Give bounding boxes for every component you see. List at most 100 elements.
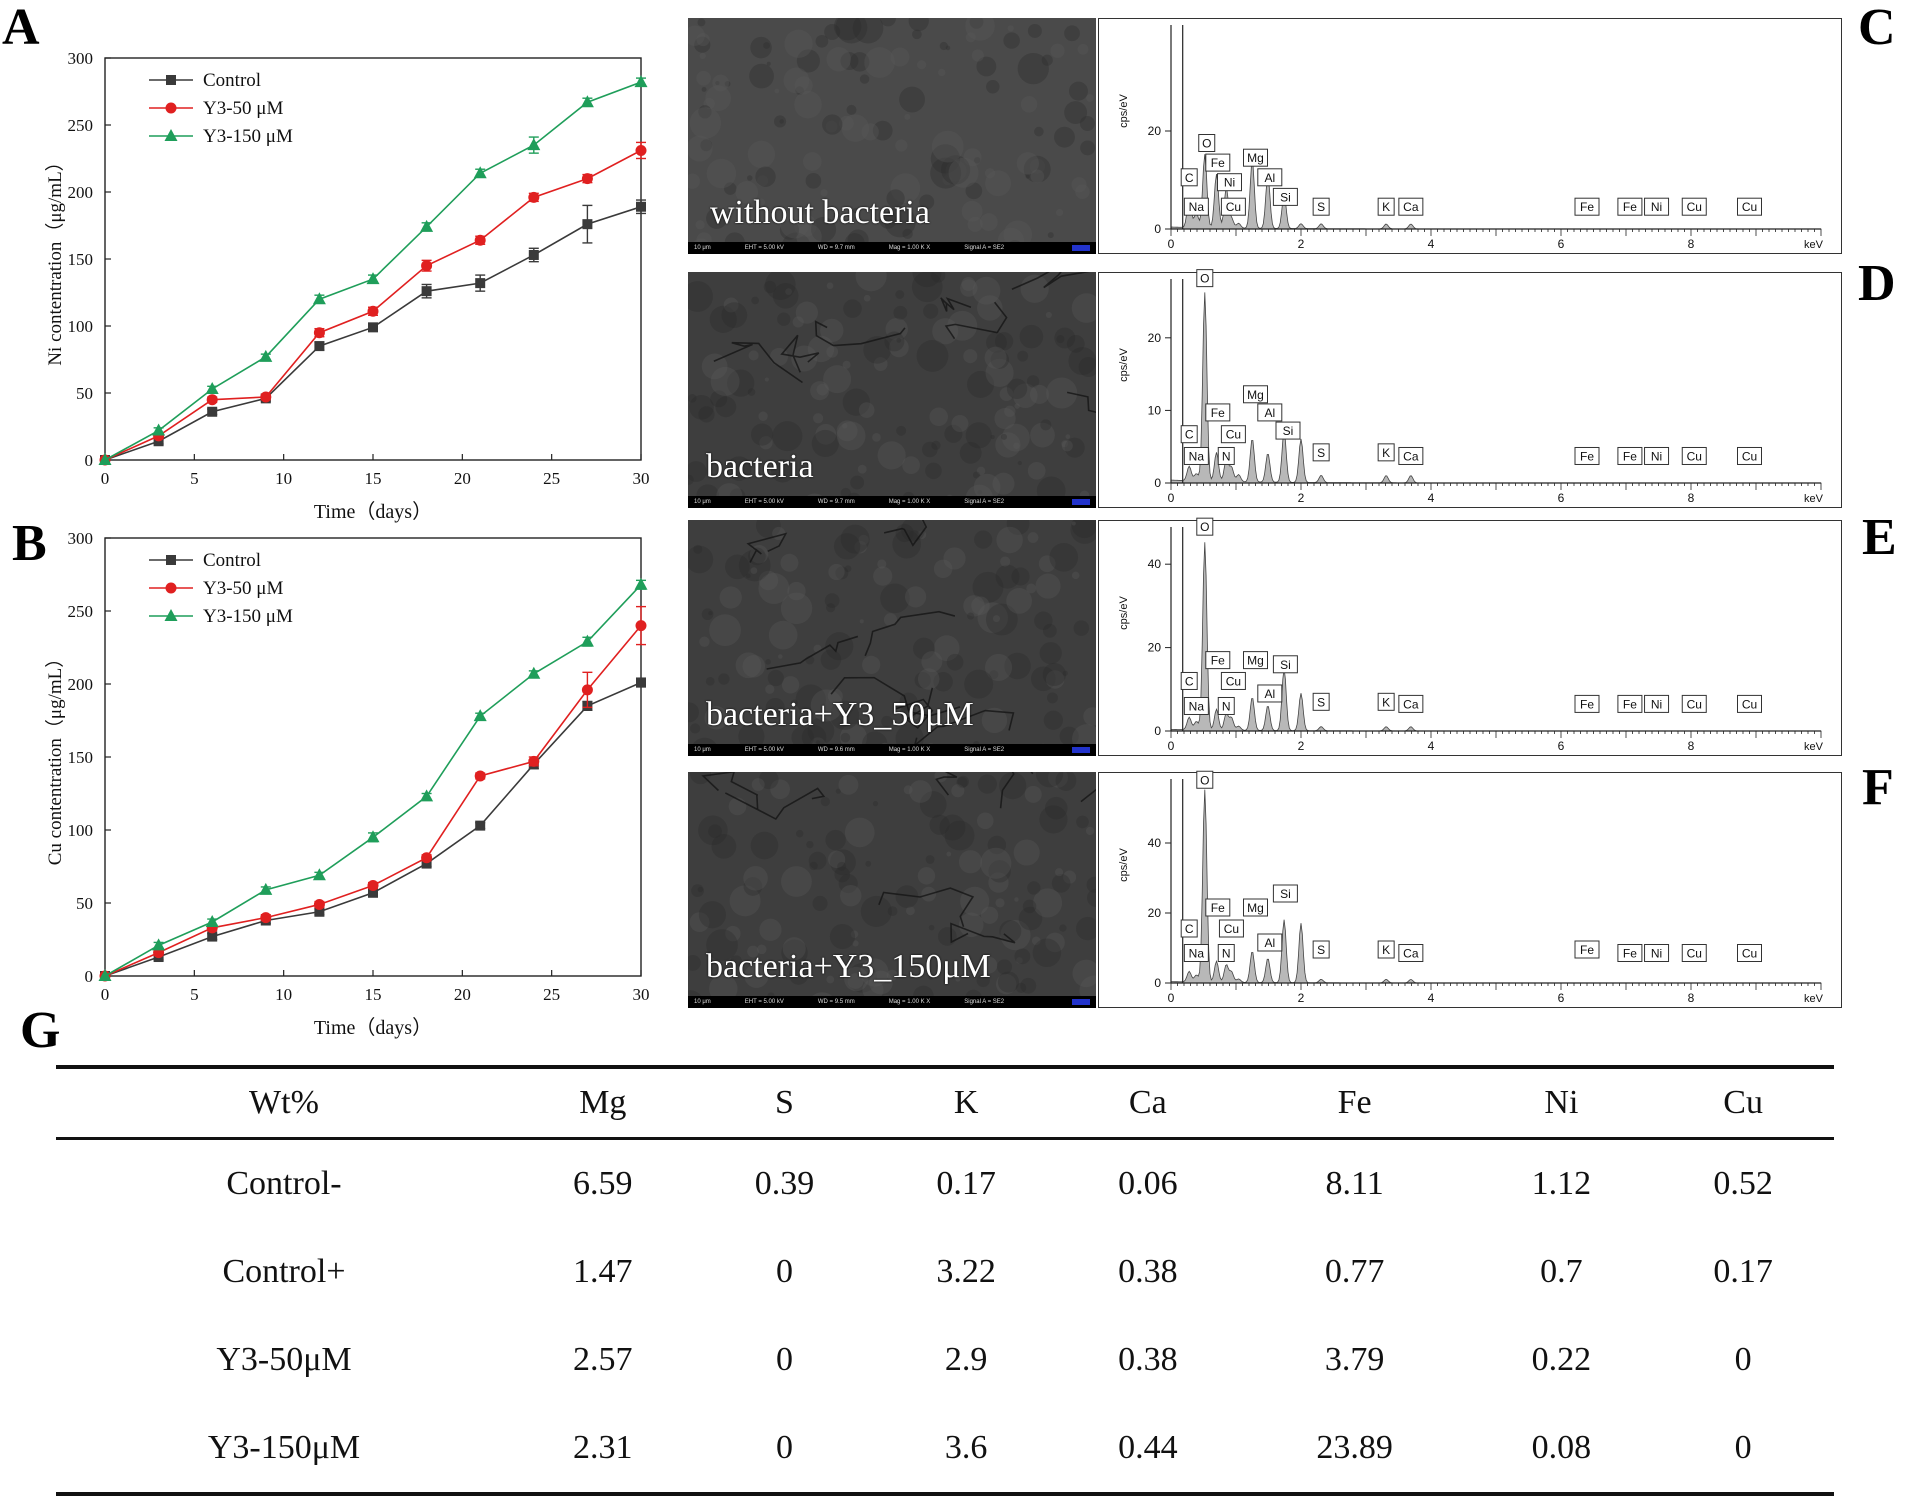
sem-grain [782, 937, 806, 961]
sem-grain [951, 784, 965, 798]
sem-grain [1011, 567, 1030, 586]
sem-grain [838, 873, 858, 894]
value-cell: 6.59 [573, 1165, 633, 1202]
sem-grain [908, 18, 929, 32]
sem-grain [795, 829, 804, 838]
sem-grain [1000, 919, 1031, 951]
sem-crack [713, 341, 803, 384]
x-tick-label: 2 [1298, 991, 1305, 1005]
y-tick-label: 100 [68, 821, 94, 840]
sem-grain [1065, 434, 1071, 439]
sem-grain [995, 564, 1020, 589]
x-unit-label: keV [1804, 993, 1824, 1005]
sem-grain [787, 581, 806, 601]
element-label-box [1312, 197, 1330, 216]
element-label-box [1180, 919, 1198, 938]
sem-grain [917, 668, 940, 690]
sem-grain [958, 912, 984, 938]
data-point [580, 634, 594, 647]
value-cell: 0.38 [1118, 1253, 1178, 1290]
legend-marker [165, 102, 177, 114]
sem-grain [824, 593, 840, 608]
sem-grain [886, 189, 905, 208]
sem-grain [836, 421, 866, 451]
sem-grain [977, 295, 1003, 321]
sem-grain [827, 850, 846, 868]
sem-info-scale: 10 μm [694, 747, 711, 753]
sem-grain [823, 365, 852, 394]
sem-grain [1006, 520, 1030, 535]
eds-spectrum: 0 2 4 6 8 keV 0 10 20 cps/eV O C Na Fe Cu N Mg Al Si S K Ca Fe… [1098, 269, 1842, 508]
sem-grain [963, 595, 985, 617]
sem-grain [1046, 377, 1078, 409]
sem-grain [729, 885, 761, 917]
sem-grain [981, 707, 1008, 734]
x-tick-label: 8 [1688, 991, 1695, 1005]
sem-grain [715, 396, 737, 418]
element-label-box [1272, 884, 1298, 903]
sem-info-mag: Mag = 1.00 K X [888, 999, 931, 1005]
y-tick-label: 40 [1148, 836, 1162, 850]
sem-grain [1086, 94, 1094, 102]
data-point [475, 820, 486, 831]
data-point [527, 666, 541, 679]
value-cell: 0.39 [754, 1165, 815, 1202]
element-label: Cu [1226, 428, 1241, 442]
sem-grain [721, 302, 748, 328]
value-cell: 1.12 [1531, 1165, 1592, 1202]
sem-grain [1061, 440, 1073, 452]
value-cell: 23.89 [1238, 1404, 1471, 1496]
element-label: Fe [1211, 654, 1225, 668]
sem-grain [840, 884, 862, 907]
sem-grain [939, 41, 948, 51]
data-point [98, 453, 112, 465]
sem-grain [1031, 936, 1041, 946]
data-point [205, 914, 219, 927]
sem-grain [765, 272, 796, 300]
sem-grain [992, 472, 1015, 495]
sem-info-wd: WD = 9.5 mm [817, 999, 855, 1005]
sem-grain [945, 160, 967, 182]
element-label-box [1205, 153, 1231, 172]
data-point [368, 887, 378, 898]
sem-grain [706, 207, 728, 229]
sem-grain [747, 175, 753, 181]
sem-grain [810, 381, 830, 401]
sem-grain [1051, 874, 1071, 893]
value-cell: 0 [693, 1404, 876, 1496]
sem-grain [805, 173, 822, 189]
sem-grain [791, 726, 814, 749]
sem-grain [884, 206, 916, 238]
element-label-box [1196, 517, 1214, 536]
data-point [207, 406, 218, 417]
legend-label: Y3-50 μM [203, 98, 283, 119]
value-cell: 2.9 [944, 1341, 988, 1378]
element-label-box [1398, 944, 1424, 962]
sem-grain [956, 776, 968, 789]
sem-grain [820, 189, 828, 197]
sem-grain [858, 402, 875, 418]
element-label: Fe [1580, 449, 1594, 463]
sem-grain [778, 654, 783, 659]
data-point [314, 341, 325, 352]
y-axis-label: Cu contentration（μg/mL） [44, 649, 66, 866]
panel-label-f: F [1862, 759, 1894, 816]
sem-grain [1000, 556, 1011, 567]
sem-grain [763, 280, 777, 294]
sem-info-scale: 10 μm [694, 499, 711, 505]
sem-grain [784, 29, 813, 58]
y-tick-label: 200 [68, 183, 94, 202]
sem-grain [688, 955, 701, 971]
sem-grain [872, 801, 879, 807]
element-label-box [1272, 655, 1298, 674]
sem-grain [794, 76, 813, 95]
table-header-cell: Fe [1238, 1065, 1471, 1140]
sem-grain [1004, 405, 1016, 417]
y-tick-label: 20 [1148, 124, 1162, 138]
sem-grain [688, 281, 713, 312]
element-label: Ni [1651, 947, 1662, 961]
element-label-box [1217, 446, 1235, 465]
sem-grain [986, 79, 1000, 94]
sem-grain [980, 956, 998, 974]
